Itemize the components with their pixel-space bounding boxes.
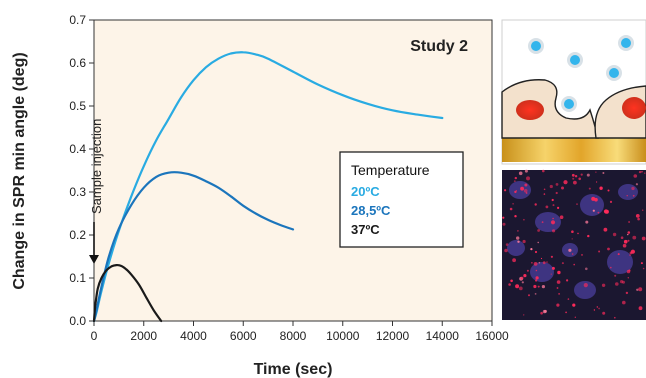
x-tick-label: 0 — [91, 329, 98, 343]
annotation-label: Sample injection — [89, 119, 104, 214]
y-tick-label: 0.2 — [69, 228, 86, 242]
series-line-3 — [92, 263, 163, 323]
legend-title: Temperature — [351, 162, 430, 178]
legend: Temperature 20ºC 28,5ºC 37ºC — [339, 151, 464, 248]
y-tick-label: 0.6 — [69, 56, 86, 70]
y-tick-label: 0.5 — [69, 99, 86, 113]
legend-entry: 37ºC — [351, 222, 380, 237]
x-tick-label: 10000 — [326, 329, 360, 343]
series-line-2 — [92, 171, 295, 323]
x-tick-label: 4000 — [180, 329, 207, 343]
x-tick-label: 16000 — [475, 329, 509, 343]
x-tick-label: 2000 — [130, 329, 157, 343]
chart-title: Study 2 — [410, 38, 468, 55]
y-tick-label: 0.4 — [69, 142, 86, 156]
gold-substrate — [502, 138, 646, 162]
legend-entry: 28,5ºC — [351, 203, 391, 218]
x-axis-label: Time (sec) — [254, 361, 333, 378]
legend-entry: 20ºC — [351, 184, 380, 199]
nanoparticles — [528, 35, 634, 112]
x-tick-label: 14000 — [426, 329, 460, 343]
series-lines — [92, 51, 444, 323]
y-axis-label: Change in SPR min angle (deg) — [11, 52, 28, 289]
y-tick-label: 0.0 — [69, 314, 86, 328]
x-tick-label: 6000 — [230, 329, 257, 343]
micrograph-panel — [502, 169, 646, 320]
y-tick-label: 0.7 — [69, 13, 86, 27]
cell-nucleus-left — [516, 100, 544, 120]
x-tick-label: 12000 — [376, 329, 410, 343]
y-tick-label: 0.1 — [69, 271, 86, 285]
y-axis-ticks: 0.0 0.1 0.2 0.3 0.4 0.5 0.6 0.7 — [69, 13, 94, 328]
y-tick-label: 0.3 — [69, 185, 86, 199]
annotation-arrow — [89, 222, 99, 264]
cell-nucleus-right — [622, 97, 646, 119]
micrograph-signal-dots — [502, 169, 646, 319]
x-tick-label: 8000 — [280, 329, 307, 343]
cell-left — [501, 79, 599, 139]
legend-box — [339, 151, 464, 248]
x-axis-ticks: 0 2000 4000 6000 8000 10000 12000 14000 16000 — [91, 321, 509, 343]
schematic-panel — [501, 19, 646, 165]
